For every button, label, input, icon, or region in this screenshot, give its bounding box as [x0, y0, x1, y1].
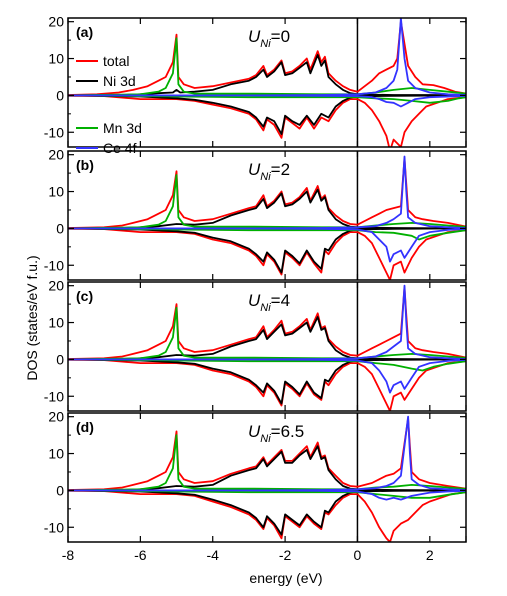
u-sub-2: Ni [260, 302, 271, 314]
series-group-2 [68, 284, 466, 411]
y-tick-label-3-20: 20 [48, 409, 64, 425]
series-ni-3d-line-0-2 [68, 54, 466, 97]
series-ni-3d-line-1-3 [68, 227, 466, 274]
u-ni-label-2: UNi=4 [248, 291, 290, 314]
series-group-1 [68, 155, 466, 280]
panel-frame-2 [67, 281, 467, 412]
legend-label-1: Ni 3d [103, 73, 136, 89]
x-tick-label-2: 2 [426, 547, 434, 563]
panel-label-1: (b) [76, 157, 94, 173]
series-ce-4f-line-3-6 [68, 415, 466, 492]
series-ni-3d-line-2-3 [68, 358, 466, 405]
series-ni-3d-line-2-2 [68, 316, 466, 361]
u-ni-label-3: UNi=6.5 [248, 422, 304, 445]
y-tick-label-1-10: 10 [48, 184, 64, 200]
u-sub-1: Ni [260, 171, 271, 183]
u-ni-label-1: UNi=2 [248, 160, 290, 183]
u-sub-0: Ni [260, 38, 271, 50]
series-mn-3d-line-1-5 [68, 227, 466, 241]
u-sub-3: Ni [260, 433, 271, 445]
y-tick-label-3-0: 0 [56, 482, 64, 498]
y-tick-label-0-20: 20 [48, 14, 64, 30]
x-tick-label--8: -8 [62, 547, 75, 563]
x-tick-label--2: -2 [279, 547, 292, 563]
series-group-3 [68, 415, 466, 542]
legend-label-3: Ce 4f [103, 140, 137, 156]
u-value-3: =6.5 [271, 422, 305, 441]
y-tick-label-1-20: 20 [48, 147, 64, 163]
u-main-3: U [248, 422, 261, 441]
series-ce-4f-line-2-7 [68, 358, 466, 394]
y-tick-label-0-10: 10 [48, 51, 64, 67]
series-ce-4f-line-1-6 [68, 155, 466, 230]
u-main-1: U [248, 160, 261, 179]
series-mn-3d-line-3-4 [68, 434, 466, 492]
x-tick-label--6: -6 [134, 547, 147, 563]
panel-frame-0 [67, 17, 467, 148]
series-ni-3d-line-1-2 [68, 188, 466, 230]
y-tick-label-3--10: -10 [44, 519, 64, 535]
series-ce-4f-line-0-6 [68, 18, 466, 97]
series-ni-3d-line-0-3 [68, 94, 466, 135]
panel-frame-1 [67, 150, 467, 281]
legend-label-0: total [103, 53, 129, 69]
x-tick-label-0: 0 [354, 547, 362, 563]
y-tick-label-0-0: 0 [56, 87, 64, 103]
x-axis: -8 -6 -4 -2 0 2 [62, 547, 434, 563]
u-main-0: U [248, 27, 261, 46]
panel-1: -10 0 10 20 (b) UNi=2 [44, 147, 467, 281]
u-main-2: U [248, 291, 261, 310]
series-ni-3d-line-3-2 [68, 445, 466, 492]
y-axis-label: DOS (states/eV f.u.) [24, 255, 40, 380]
series-ce-4f-line-0-7 [68, 94, 466, 108]
series-mn-3d-line-0-5 [68, 94, 466, 104]
u-value-2: =4 [271, 291, 290, 310]
panel-0: -10 0 10 20 (a) UNi=0 [44, 14, 467, 148]
panel-3: -10 0 10 20 (d) UNi=6.5 [44, 409, 467, 543]
legend: total Ni 3d Mn 3d Ce 4f [76, 53, 142, 156]
series-group-0 [68, 18, 466, 147]
series-total-line-0-1 [68, 94, 466, 147]
panel-label-2: (c) [76, 288, 93, 304]
series-mn-3d-line-3-5 [68, 489, 466, 499]
panel-2: -10 0 10 20 (c) UNi=4 [44, 278, 467, 412]
series-ni-3d-line-3-3 [68, 489, 466, 536]
y-tick-label-0--10: -10 [44, 124, 64, 140]
y-tick-label-2-20: 20 [48, 278, 64, 294]
series-ce-4f-line-1-7 [68, 227, 466, 263]
panel-label-0: (a) [76, 24, 93, 40]
y-tick-label-2-0: 0 [56, 351, 64, 367]
y-tick-label-2-10: 10 [48, 315, 64, 331]
legend-label-2: Mn 3d [103, 120, 142, 136]
series-ce-4f-line-2-6 [68, 284, 466, 361]
x-tick-label--4: -4 [207, 547, 220, 563]
y-tick-label-1-0: 0 [56, 220, 64, 236]
y-tick-label-2--10: -10 [44, 388, 64, 404]
x-axis-label: energy (eV) [249, 570, 322, 586]
series-mn-3d-line-2-5 [68, 358, 466, 372]
series-ce-4f-line-3-7 [68, 489, 466, 501]
panel-frame-3 [67, 412, 467, 543]
u-value-0: =0 [271, 27, 290, 46]
panel-label-3: (d) [76, 419, 94, 435]
y-tick-label-1--10: -10 [44, 257, 64, 273]
y-tick-label-3-10: 10 [48, 446, 64, 462]
u-ni-label-0: UNi=0 [248, 27, 290, 50]
u-value-1: =2 [271, 160, 290, 179]
